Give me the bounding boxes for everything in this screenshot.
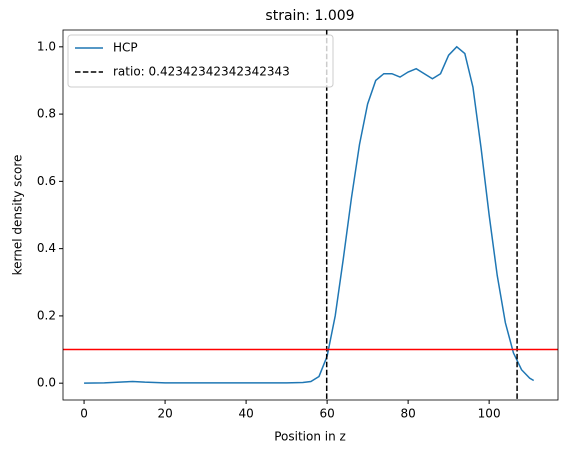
y-tick-label: 1.0 xyxy=(37,39,56,53)
y-tick-label: 0.2 xyxy=(37,308,56,322)
chart-title: strain: 1.009 xyxy=(265,8,354,24)
legend-box xyxy=(67,34,334,88)
y-tick-label: 0.0 xyxy=(37,376,56,390)
y-axis-label: kernel density score xyxy=(11,155,25,276)
x-tick-label: 20 xyxy=(157,407,172,421)
x-tick-label: 100 xyxy=(478,407,501,421)
x-tick-label: 0 xyxy=(80,407,88,421)
x-axis-label: Position in z xyxy=(274,430,346,444)
y-tick-label: 0.6 xyxy=(37,174,56,188)
line-series xyxy=(84,45,535,384)
axes-frame xyxy=(62,29,559,401)
y-tick-label: 0.8 xyxy=(37,107,56,121)
y-tick-label: 0.4 xyxy=(37,241,56,255)
x-tick-label: 80 xyxy=(400,407,415,421)
x-tick-label: 40 xyxy=(238,407,253,421)
legend-label: ratio: 0.42342342342342343 xyxy=(113,65,290,79)
legend-label: HCP xyxy=(113,41,138,55)
x-tick-label: 60 xyxy=(319,407,334,421)
